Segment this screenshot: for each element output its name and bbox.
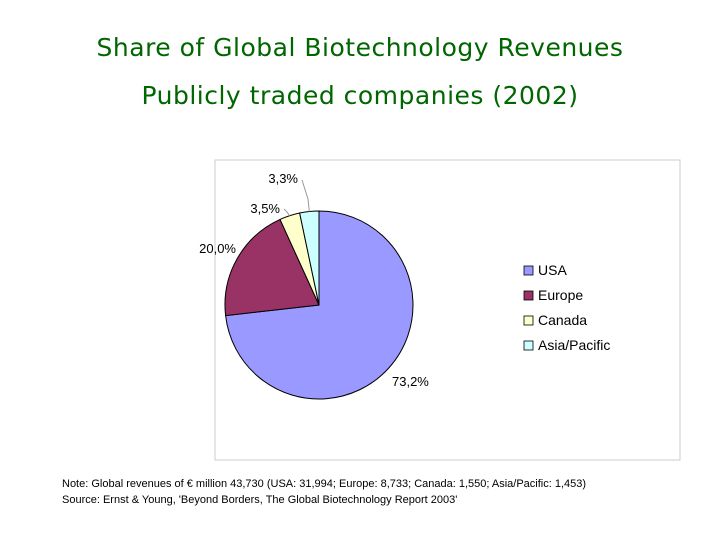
legend-label-europe: Europe bbox=[538, 287, 583, 303]
footnote-source: Source: Ernst & Young, 'Beyond Borders, … bbox=[62, 494, 458, 506]
data-label-usa: 73,2% bbox=[392, 374, 429, 389]
chart-subtitle: Publicly traded companies (2002) bbox=[141, 81, 579, 110]
legend-swatch-usa bbox=[523, 265, 534, 276]
legend-label-canada: Canada bbox=[538, 312, 587, 328]
data-label-asia-pacific: 3,3% bbox=[268, 171, 298, 186]
footnote-note: Note: Global revenues of € million 43,73… bbox=[62, 478, 587, 490]
data-label-canada: 3,5% bbox=[250, 201, 280, 216]
legend-swatch-canada bbox=[523, 315, 534, 326]
pie-slice-europe bbox=[224, 218, 320, 317]
chart-title: Share of Global Biotechnology Revenues bbox=[96, 33, 624, 62]
data-label-europe: 20,0% bbox=[199, 241, 236, 256]
leader-line-asia-pacific bbox=[301, 179, 310, 212]
legend-label-asia-pacific: Asia/Pacific bbox=[538, 337, 610, 353]
legend-label-usa: USA bbox=[538, 262, 567, 278]
pie-slice-asia-pacific bbox=[299, 210, 320, 306]
legend-swatch-asia-pacific bbox=[523, 340, 534, 351]
leader-line-canada bbox=[283, 208, 291, 216]
legend-swatch-europe bbox=[523, 290, 534, 301]
